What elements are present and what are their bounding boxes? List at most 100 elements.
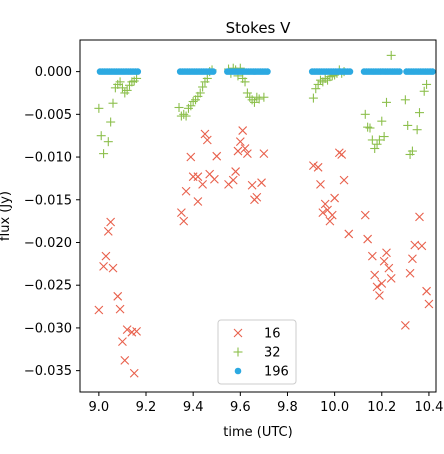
data-point-dot	[429, 68, 436, 75]
data-point-plus	[313, 79, 323, 89]
x-tick-label: 10.4	[414, 400, 443, 415]
legend-item-196: 196	[234, 365, 289, 380]
x-tick-label: 10.2	[367, 400, 396, 415]
data-point-plus	[129, 76, 139, 86]
data-point-x	[415, 212, 424, 222]
legend-item-32: 32	[233, 346, 281, 361]
data-point-x	[228, 175, 238, 185]
data-point-x	[186, 152, 196, 162]
data-point-x	[200, 129, 210, 139]
data-point-plus	[103, 137, 113, 147]
data-point-plus	[372, 139, 382, 149]
data-point-plus	[419, 86, 429, 96]
data-point-x	[181, 186, 191, 196]
data-point-x	[309, 161, 318, 170]
data-point-dot	[346, 68, 354, 75]
data-point-x	[179, 216, 189, 226]
data-point-x	[113, 291, 123, 301]
data-point-x	[122, 325, 132, 335]
data-point-plus	[412, 125, 422, 135]
data-point-plus	[198, 82, 208, 92]
legend-label: 16	[264, 327, 281, 342]
data-point-plus	[94, 103, 104, 113]
data-point-x	[209, 174, 219, 184]
y-axis-title: flux (Jy)	[0, 191, 13, 241]
data-point-x	[233, 328, 243, 338]
data-point-plus	[132, 73, 142, 83]
legend-item-16: 16	[233, 327, 281, 342]
data-point-plus	[381, 97, 391, 107]
plot-frame	[79, 39, 437, 393]
y-tick-label: −0.015	[24, 193, 72, 208]
data-point-x	[313, 162, 323, 172]
data-point-x	[410, 240, 420, 250]
data-point-x	[424, 299, 434, 309]
data-point-dot	[234, 367, 242, 375]
data-point-plus	[242, 88, 252, 98]
y-tick-label: −0.020	[24, 236, 72, 251]
data-point-x	[233, 146, 243, 156]
data-point-plus	[188, 97, 198, 107]
data-point-x	[330, 193, 340, 203]
data-point-x	[360, 210, 370, 220]
data-point-plus	[179, 109, 189, 119]
data-point-x	[408, 254, 417, 264]
data-point-plus	[403, 120, 413, 130]
data-point-x	[235, 137, 245, 147]
data-point-plus	[363, 122, 373, 132]
data-point-x	[193, 172, 203, 182]
data-point-x	[238, 126, 248, 135]
data-point-plus	[127, 77, 137, 87]
data-point-x	[367, 251, 377, 261]
data-point-x	[422, 286, 431, 296]
y-tick-label: −0.005	[24, 108, 72, 123]
data-point-x	[118, 337, 127, 346]
data-point-x	[318, 208, 328, 217]
data-point-x	[94, 305, 104, 315]
data-point-plus	[320, 73, 330, 83]
data-point-x	[259, 149, 269, 159]
data-point-x	[198, 179, 207, 189]
data-point-plus	[99, 149, 109, 159]
y-tick-label: −0.030	[24, 321, 72, 336]
data-point-plus	[422, 79, 432, 89]
data-point-plus	[108, 98, 118, 108]
series-16	[94, 126, 434, 378]
legend-label: 32	[264, 346, 281, 361]
data-point-x	[103, 226, 113, 236]
data-point-plus	[308, 93, 318, 103]
series-196	[96, 68, 436, 75]
data-point-x	[193, 197, 203, 206]
data-point-plus	[414, 108, 424, 118]
data-point-x	[325, 216, 335, 226]
x-axis: 9.0 9.2 9.4 9.6 9.8 10.0 10.2 10.4	[89, 392, 443, 415]
data-point-plus	[365, 123, 375, 133]
data-point-plus	[202, 73, 212, 83]
data-point-x	[176, 208, 186, 217]
x-axis-title: time (UTC)	[223, 425, 292, 440]
data-point-x	[115, 304, 125, 314]
data-point-x	[363, 234, 373, 244]
chart-title: Stokes V	[226, 19, 292, 37]
data-point-x	[257, 178, 266, 188]
data-point-x	[188, 172, 198, 182]
data-point-x	[386, 273, 396, 283]
data-point-plus	[247, 95, 257, 105]
data-point-plus	[386, 50, 396, 60]
data-point-plus	[249, 97, 259, 107]
data-point-plus	[186, 101, 196, 111]
data-point-plus	[259, 92, 269, 102]
data-point-x	[202, 135, 212, 145]
data-point-x	[400, 320, 410, 330]
data-point-x	[101, 251, 111, 261]
data-point-x	[372, 282, 382, 292]
y-tick-label: −0.025	[24, 279, 72, 294]
data-point-plus	[379, 132, 389, 142]
data-point-plus	[374, 135, 384, 145]
legend-label: 196	[264, 365, 289, 380]
data-point-x	[417, 241, 427, 251]
data-point-dot	[264, 68, 271, 75]
data-point-x	[377, 279, 387, 288]
y-axis: 0.000 −0.005 −0.010 −0.015 −0.020 −0.025 −0.03…	[24, 65, 80, 379]
